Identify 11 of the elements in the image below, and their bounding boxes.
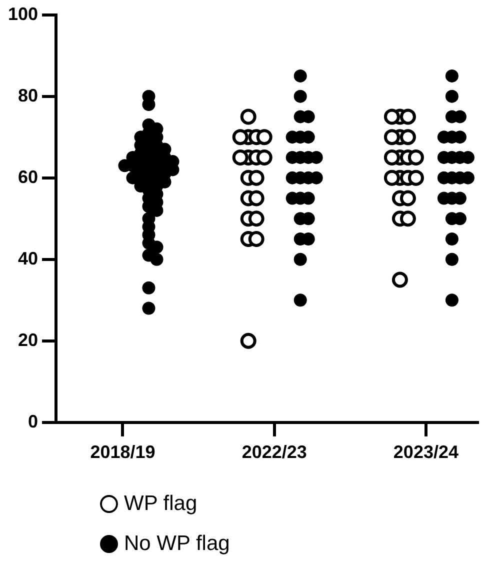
y-tick-label: 0 (28, 411, 38, 432)
x-tick-label: 2023/24 (393, 442, 458, 462)
y-tick-label: 40 (18, 248, 38, 268)
legend-label: No WP flag (124, 532, 230, 556)
y-tick-label: 100 (8, 4, 38, 24)
x-tick-label: 2018/19 (90, 442, 156, 462)
y-tick-label: 80 (18, 85, 38, 106)
y-tick-label: 60 (18, 166, 38, 187)
legend-label: WP flag (124, 492, 198, 516)
x-tick-label: 2022/23 (242, 442, 307, 462)
y-tick-label: 20 (18, 330, 38, 350)
